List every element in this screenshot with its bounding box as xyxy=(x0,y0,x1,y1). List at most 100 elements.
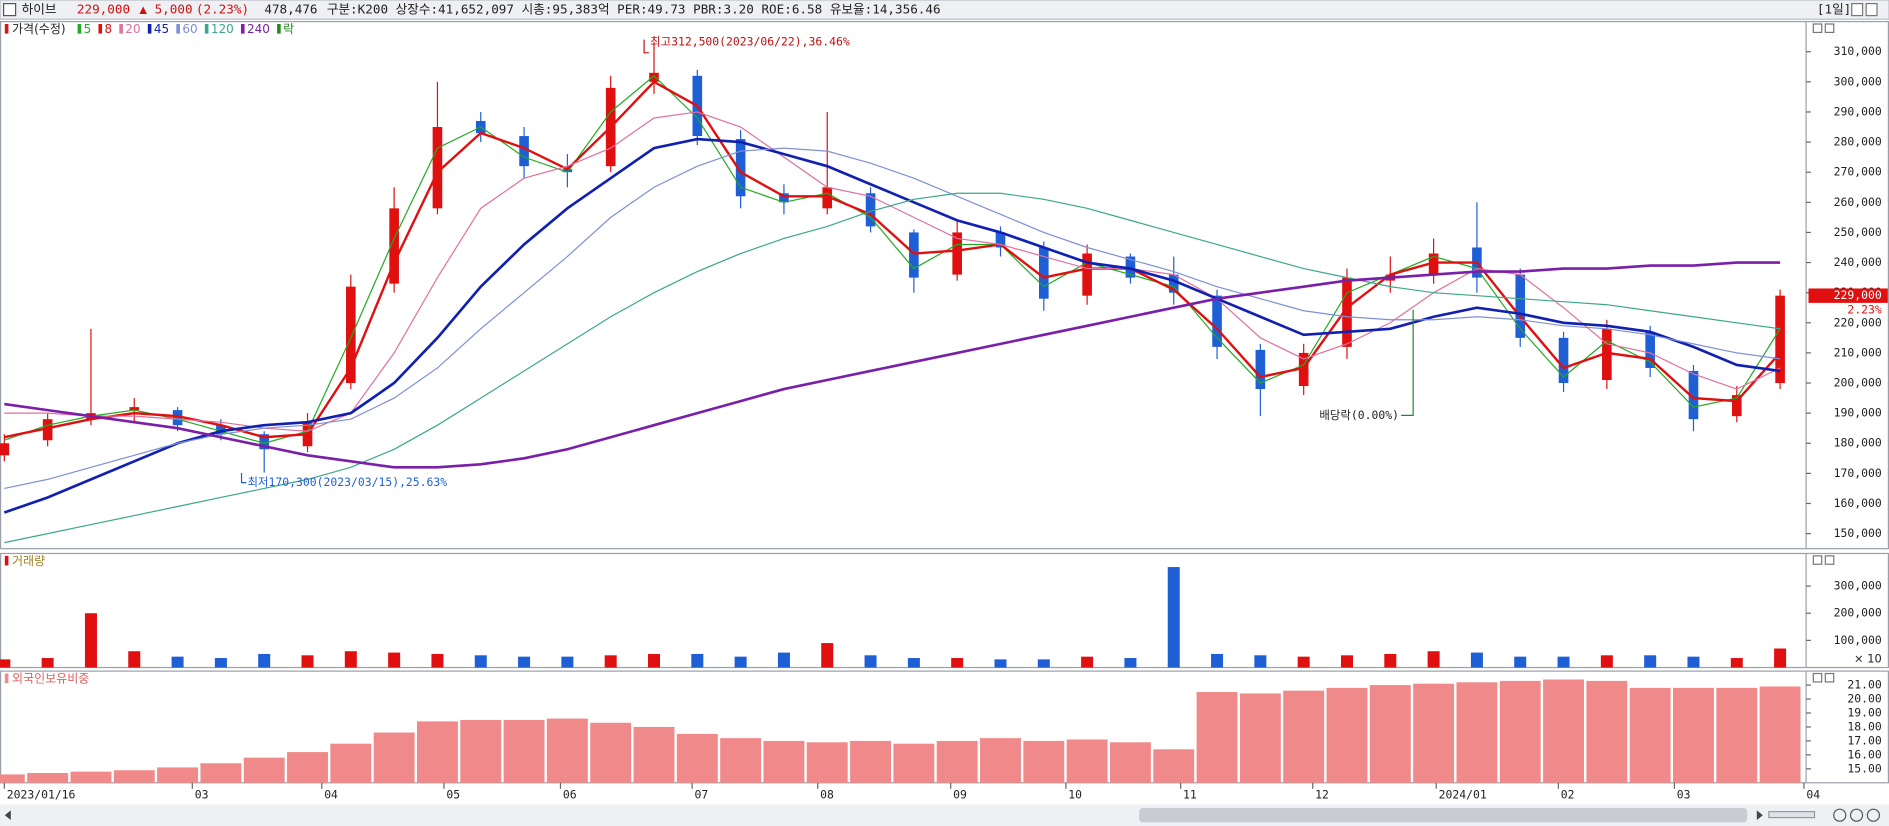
x-tick-label: 09 xyxy=(953,787,967,801)
candle-body xyxy=(1775,295,1785,384)
bar xyxy=(1600,655,1613,668)
checkbox[interactable] xyxy=(3,3,17,17)
legend-swatch xyxy=(77,24,82,34)
y-tick-label: 180,000 xyxy=(1834,436,1882,450)
zoom-icon[interactable] xyxy=(1866,808,1880,822)
panel-button[interactable] xyxy=(1824,555,1835,565)
bar xyxy=(1427,651,1440,668)
y-tick-label: 290,000 xyxy=(1834,104,1882,118)
candle-body xyxy=(562,169,573,173)
bar xyxy=(907,658,920,668)
candle-body xyxy=(0,443,10,456)
scroll-left[interactable] xyxy=(4,810,11,820)
candle-body xyxy=(1125,256,1136,278)
candle-body xyxy=(995,232,1006,248)
moving-average-line xyxy=(4,192,1781,544)
bar xyxy=(1340,655,1353,668)
bar xyxy=(0,774,25,783)
legend-swatch xyxy=(240,24,245,34)
ex-dividend-line xyxy=(1401,309,1414,417)
x-tick-label: 11 xyxy=(1183,787,1197,801)
window-button[interactable] xyxy=(1851,3,1864,17)
annotation: 최저170,300(2023/03/15),25.63% xyxy=(248,475,448,489)
bar xyxy=(474,655,487,668)
bar xyxy=(561,656,574,668)
x-tick-label: 2024/01 xyxy=(1439,787,1487,801)
zoom-icon[interactable] xyxy=(1849,808,1864,822)
bar xyxy=(388,652,401,668)
header-bar xyxy=(0,0,1889,20)
legend-label: 락 xyxy=(283,22,294,36)
candle-body xyxy=(779,193,789,203)
bar xyxy=(1239,693,1281,783)
scroll-right[interactable] xyxy=(1756,810,1763,820)
panel-title: 가격(수정) xyxy=(12,22,66,36)
y-tick-label: 200,000 xyxy=(1834,376,1882,390)
panel-button[interactable] xyxy=(1812,672,1823,683)
candle-body xyxy=(1342,277,1352,347)
y-tick-label: 210,000 xyxy=(1834,345,1882,359)
panel-button[interactable] xyxy=(1824,23,1835,34)
bar xyxy=(1673,687,1714,783)
candle-body xyxy=(172,410,183,426)
scroll-thumb[interactable] xyxy=(1139,807,1748,823)
bar xyxy=(1413,683,1455,783)
bar xyxy=(84,613,97,668)
bar xyxy=(200,763,242,783)
legend-swatch xyxy=(204,24,209,34)
bar xyxy=(518,656,531,668)
panel-button[interactable] xyxy=(1812,23,1823,34)
y-tick-label: 18.00 xyxy=(1847,719,1881,733)
bar xyxy=(806,742,848,783)
window-button[interactable] xyxy=(1865,3,1878,17)
bar xyxy=(1326,687,1368,783)
bar xyxy=(850,740,892,783)
bar xyxy=(1196,692,1238,783)
y-tick-label: 270,000 xyxy=(1834,165,1882,179)
candle-body xyxy=(1645,331,1655,368)
candle-body xyxy=(1688,370,1699,420)
y-tick-label: 300,000 xyxy=(1834,74,1882,88)
zoom-icon[interactable] xyxy=(1833,808,1847,822)
period-button[interactable]: [1일] xyxy=(1817,2,1851,17)
candle-body xyxy=(389,208,399,284)
last-price-label: 229,000 xyxy=(1834,288,1882,302)
legend-swatch xyxy=(98,24,103,34)
y-tick-label: 17.00 xyxy=(1847,733,1881,747)
y-tick-label: 19.00 xyxy=(1847,705,1881,719)
bar xyxy=(720,738,762,783)
bar xyxy=(1124,658,1137,668)
bar xyxy=(1081,656,1094,668)
bar xyxy=(330,743,372,783)
y-tick-label: 250,000 xyxy=(1834,225,1882,239)
bar xyxy=(113,770,155,783)
bar xyxy=(1629,687,1671,783)
bar xyxy=(691,653,704,668)
bar xyxy=(243,757,285,783)
panel-button[interactable] xyxy=(1812,555,1823,565)
bar xyxy=(214,658,227,668)
bar xyxy=(1543,679,1584,783)
legend-label: 240 xyxy=(247,22,270,36)
candle-body xyxy=(1082,253,1092,296)
bar xyxy=(258,653,271,668)
unit-label: × 10 xyxy=(1854,652,1882,666)
legend-label: 45 xyxy=(154,22,169,36)
price-change-pct: (2.23%) xyxy=(196,2,249,17)
moving-average-line xyxy=(3,137,1781,514)
bar xyxy=(1109,742,1151,783)
last-price-tag xyxy=(1808,288,1888,303)
stock-info: 구분:K200 상장수:41,652,097 시총:95,383억 PER:49… xyxy=(327,2,941,17)
candle-body xyxy=(909,232,919,278)
panel-title: 거래량 xyxy=(12,554,45,568)
candle-body xyxy=(1515,274,1526,338)
panel-button[interactable] xyxy=(1824,672,1835,683)
candle-body xyxy=(1212,295,1222,347)
price-change: ▲ 5,000 xyxy=(139,2,192,17)
bar xyxy=(936,740,978,783)
zoom-slider[interactable] xyxy=(1768,810,1816,819)
bar xyxy=(373,732,415,783)
annotation: 배당락(0.00%) xyxy=(1319,408,1399,422)
y-tick-label: 300,000 xyxy=(1834,579,1882,593)
